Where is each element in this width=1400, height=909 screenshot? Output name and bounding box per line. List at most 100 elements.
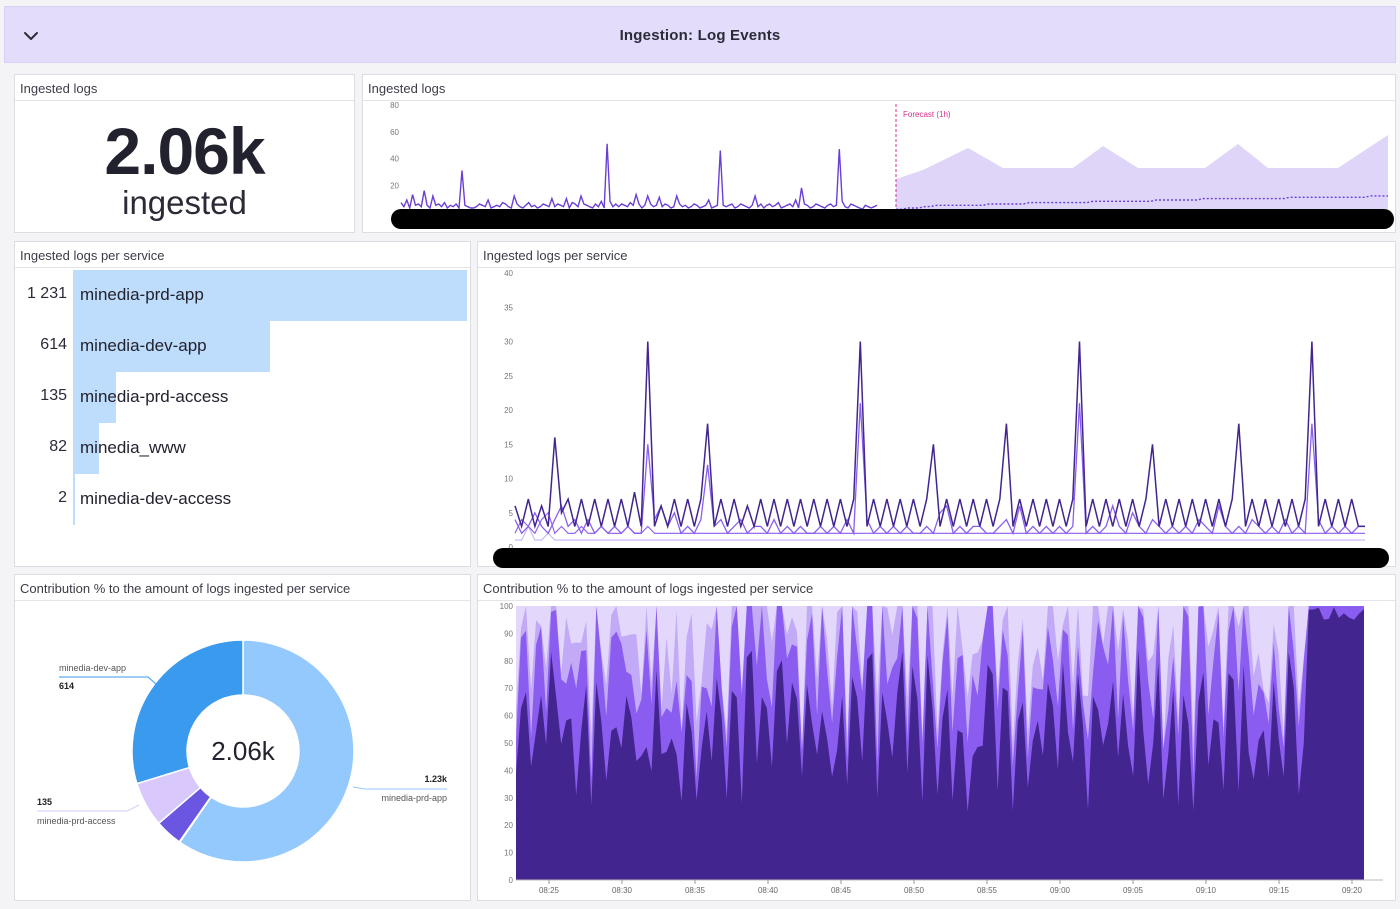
y-tick-label: 15 <box>504 440 513 449</box>
widget-title: Ingested logs per service <box>478 242 1395 268</box>
toplist-row[interactable]: 614 minedia-dev-app <box>15 321 466 372</box>
toplist-value: 82 <box>49 438 67 455</box>
donut-chart[interactable]: 2.06k minedia-dev-app 614 1.23k minedia-… <box>15 602 470 901</box>
group-header: Ingestion: Log Events <box>4 6 1396 63</box>
timeseries-widget[interactable]: Ingested logs per service 40 35 30 25 20 15 10… <box>477 241 1396 568</box>
x-tick-label: 08:40 <box>758 886 779 895</box>
y-tick-label: 10 <box>504 849 513 858</box>
toplist: 1 231 minedia-prd-app 614 minedia-dev-app 13… <box>15 270 467 566</box>
toplist-row[interactable]: 82 minedia_www <box>15 423 466 474</box>
pie-slices <box>131 639 355 863</box>
query-value-unit: ingested <box>122 184 247 221</box>
y-tick-label: 40 <box>390 155 399 164</box>
toplist-label: minedia-dev-app <box>80 336 207 355</box>
query-value-widget[interactable]: Ingested logs 2.06k ingested <box>14 74 355 233</box>
y-axis: 80 60 40 20 <box>390 102 399 190</box>
forecast-chart[interactable]: 80 60 40 20 Forecast (1h) <box>363 102 1395 233</box>
y-tick-label: 35 <box>504 303 513 312</box>
y-tick-label: 80 <box>390 102 399 110</box>
y-tick-label: 60 <box>504 712 513 721</box>
timeseries-chart[interactable]: 40 35 30 25 20 15 10 5 0 <box>478 269 1395 567</box>
series-line <box>515 525 1365 541</box>
pie-label-service: minedia-prd-access <box>37 816 116 826</box>
x-tick-label: 08:35 <box>685 886 706 895</box>
toplist-row[interactable]: 2 minedia-dev-access <box>15 474 466 525</box>
y-tick-label: 20 <box>504 821 513 830</box>
pie-slice-minedia-prd-app[interactable] <box>178 639 355 863</box>
toplist-bar <box>73 423 99 474</box>
widget-title: Ingested logs <box>15 75 354 101</box>
x-tick-label: 09:20 <box>1342 886 1363 895</box>
y-tick-label: 30 <box>504 794 513 803</box>
y-tick-label: 0 <box>509 876 514 885</box>
toplist-bar <box>73 270 467 321</box>
pie-label-service: minedia-prd-app <box>381 793 447 803</box>
y-tick-label: 10 <box>504 475 513 484</box>
y-tick-label: 20 <box>504 406 513 415</box>
y-tick-label: 40 <box>504 766 513 775</box>
area-widget[interactable]: Contribution % to the amount of logs ing… <box>477 574 1396 901</box>
chevron-down-icon[interactable] <box>19 25 43 47</box>
toplist-value: 2 <box>58 489 67 506</box>
leader-line <box>59 676 157 685</box>
toplist-value: 614 <box>40 336 67 353</box>
toplist-value: 1 231 <box>26 285 67 302</box>
widget-title: Contribution % to the amount of logs ing… <box>478 575 1395 601</box>
pie-slice-minedia-dev-app[interactable] <box>131 639 244 785</box>
area-layers <box>516 606 1364 880</box>
x-tick-label: 08:55 <box>977 886 998 895</box>
pie-label-service: minedia-dev-app <box>59 663 126 673</box>
leader-line <box>352 786 447 790</box>
x-axis: 08:25 08:30 08:35 08:40 08:45 08:50 08:55 09:00… <box>516 879 1383 895</box>
y-tick-label: 5 <box>509 509 514 518</box>
toplist-label: minedia-dev-access <box>80 489 232 508</box>
toplist-label: minedia-prd-app <box>80 285 204 304</box>
x-tick-label: 08:25 <box>539 886 560 895</box>
pie-label-value: 614 <box>59 681 74 691</box>
y-tick-label: 30 <box>504 338 513 347</box>
series-line <box>514 511 1365 535</box>
x-tick-label: 09:00 <box>1050 886 1071 895</box>
series-line <box>514 341 1365 530</box>
x-tick-label: 09:10 <box>1196 886 1217 895</box>
x-tick-label: 08:30 <box>612 886 633 895</box>
y-tick-label: 60 <box>390 128 399 137</box>
forecast-label: Forecast (1h) <box>903 110 951 119</box>
toplist-label: minedia_www <box>80 438 186 457</box>
toplist-row[interactable]: 1 231 minedia-prd-app <box>15 270 467 321</box>
y-tick-label: 80 <box>504 657 513 666</box>
series-line <box>514 403 1365 536</box>
group-title: Ingestion: Log Events <box>619 27 781 44</box>
y-tick-label: 0 <box>509 543 514 552</box>
y-tick-label: 70 <box>504 684 513 693</box>
leader-line <box>37 804 140 812</box>
toplist-bar <box>73 474 75 525</box>
redaction <box>391 209 1394 229</box>
widget-title: Contribution % to the amount of logs ing… <box>15 575 470 601</box>
forecast-widget[interactable]: Ingested logs 80 60 40 20 Forecast (1h) <box>362 74 1396 233</box>
toplist-value: 135 <box>40 387 67 404</box>
donut-center-value: 2.06k <box>211 736 276 766</box>
pie-widget[interactable]: Contribution % to the amount of logs ing… <box>14 574 471 901</box>
series-line <box>400 143 878 211</box>
widget-title: Ingested logs per service <box>15 242 470 268</box>
x-tick-label: 08:45 <box>831 886 852 895</box>
query-value: 2.06k <box>104 114 265 188</box>
y-tick-label: 50 <box>504 739 513 748</box>
x-tick-label: 09:05 <box>1123 886 1144 895</box>
forecast-band <box>896 135 1388 212</box>
toplist-bar <box>73 372 116 423</box>
y-tick-label: 25 <box>504 372 513 381</box>
pie-label-value: 1.23k <box>424 774 448 784</box>
y-tick-label: 40 <box>504 269 513 278</box>
redaction <box>493 548 1389 568</box>
x-tick-label: 08:50 <box>904 886 925 895</box>
toplist-widget[interactable]: Ingested logs per service 1 231 minedia-p… <box>14 241 471 567</box>
toplist-bar <box>73 321 270 372</box>
x-tick-label: 09:15 <box>1269 886 1290 895</box>
y-tick-label: 100 <box>500 602 514 611</box>
toplist-row[interactable]: 135 minedia-prd-access <box>15 372 466 423</box>
pie-label-value: 135 <box>37 797 52 807</box>
